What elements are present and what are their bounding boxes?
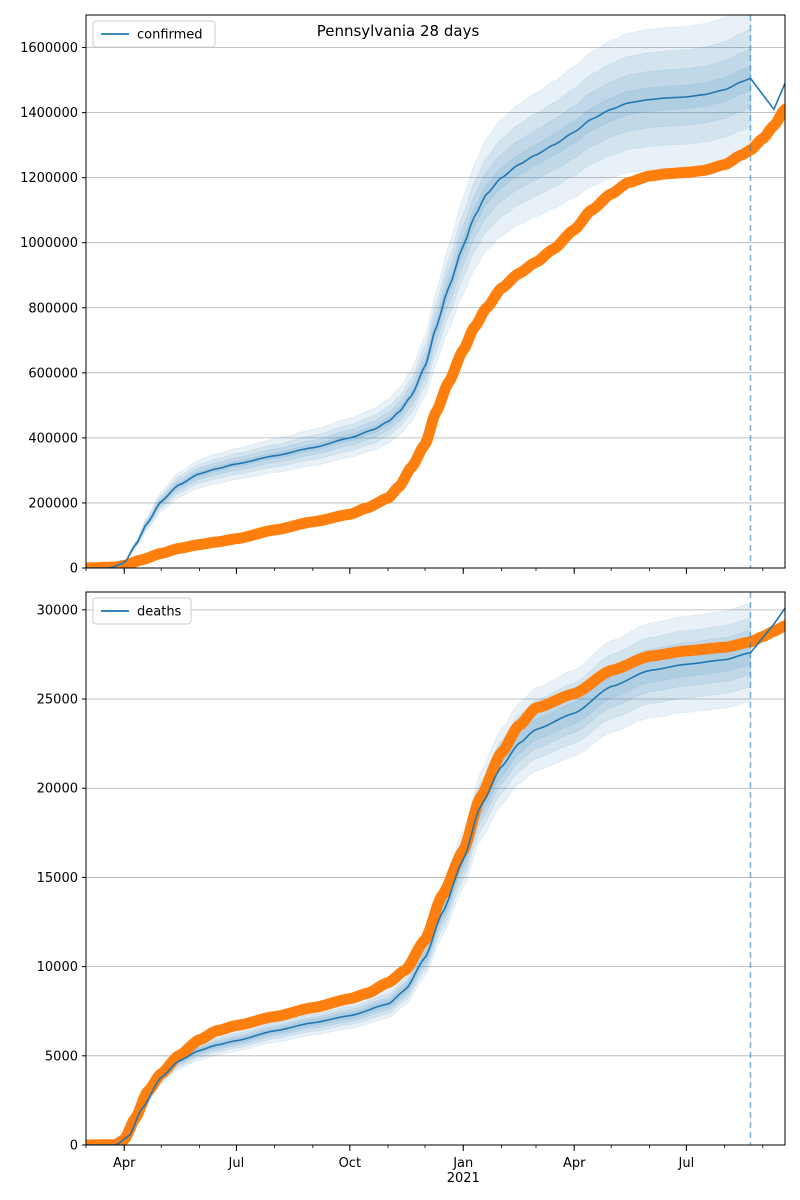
x-tick-label: Apr bbox=[113, 1156, 136, 1171]
y-tick-label: 400000 bbox=[28, 431, 78, 446]
axes-frame bbox=[85, 14, 786, 569]
observed-series-line bbox=[86, 103, 785, 568]
y-tick-label: 0 bbox=[70, 1139, 78, 1154]
legend-box bbox=[92, 597, 192, 625]
x-tick-label: Jul bbox=[678, 1156, 695, 1171]
x-tick-label: Jul bbox=[228, 1156, 245, 1171]
x-tick-label: Jan bbox=[452, 1156, 473, 1171]
x-tick-label: Apr bbox=[563, 1156, 586, 1171]
x-year-label: 2021 bbox=[447, 1171, 480, 1186]
model-extension-line bbox=[749, 607, 785, 654]
y-tick-label: 600000 bbox=[28, 366, 78, 381]
y-tick-label: 25000 bbox=[37, 693, 78, 708]
y-tick-label: 20000 bbox=[37, 782, 78, 797]
y-tick-label: 5000 bbox=[45, 1049, 78, 1064]
model-series-line bbox=[86, 77, 751, 568]
legend-box bbox=[92, 20, 216, 48]
y-tick-label: 10000 bbox=[37, 960, 78, 975]
y-tick-label: 1200000 bbox=[20, 171, 78, 186]
legend-label: deaths bbox=[137, 605, 182, 620]
axes-frame bbox=[85, 591, 786, 1146]
legend-label: confirmed bbox=[137, 28, 203, 43]
figure-title: Pennsylvania 28 days bbox=[317, 22, 480, 40]
legend: confirmed bbox=[92, 20, 216, 48]
model-extension-line bbox=[749, 77, 785, 111]
model-series-line bbox=[86, 651, 751, 1145]
y-tick-label: 1000000 bbox=[20, 236, 78, 251]
y-tick-label: 800000 bbox=[28, 301, 78, 316]
legend: deaths bbox=[92, 597, 192, 625]
y-tick-label: 30000 bbox=[37, 603, 78, 618]
y-tick-label: 1600000 bbox=[20, 41, 78, 56]
y-tick-label: 0 bbox=[70, 562, 78, 577]
y-tick-label: 1400000 bbox=[20, 106, 78, 121]
y-tick-label: 200000 bbox=[28, 496, 78, 511]
deaths-panel: 0 5000 10000 15000 20000 25000 30000 Apr Jul Oct J… bbox=[37, 591, 786, 1186]
plot-area bbox=[86, 15, 785, 568]
confirmed-panel: 0 200000 400000 600000 800000 1000000 1200000 1… bbox=[20, 14, 786, 577]
observed-series-line bbox=[86, 620, 785, 1145]
x-tick-label: Oct bbox=[339, 1156, 361, 1171]
y-tick-label: 15000 bbox=[37, 871, 78, 886]
